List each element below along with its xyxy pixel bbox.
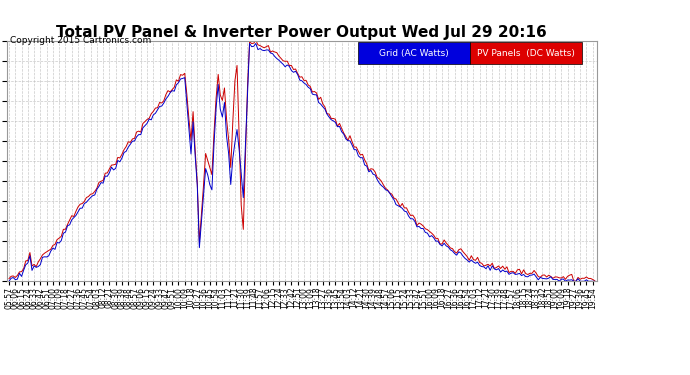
Text: Copyright 2015 Cartronics.com: Copyright 2015 Cartronics.com bbox=[10, 36, 152, 45]
Text: Grid (AC Watts): Grid (AC Watts) bbox=[379, 49, 448, 58]
Title: Total PV Panel & Inverter Power Output Wed Jul 29 20:16: Total PV Panel & Inverter Power Output W… bbox=[57, 25, 547, 40]
FancyBboxPatch shape bbox=[470, 42, 582, 64]
Text: PV Panels  (DC Watts): PV Panels (DC Watts) bbox=[477, 49, 575, 58]
FancyBboxPatch shape bbox=[358, 42, 470, 64]
